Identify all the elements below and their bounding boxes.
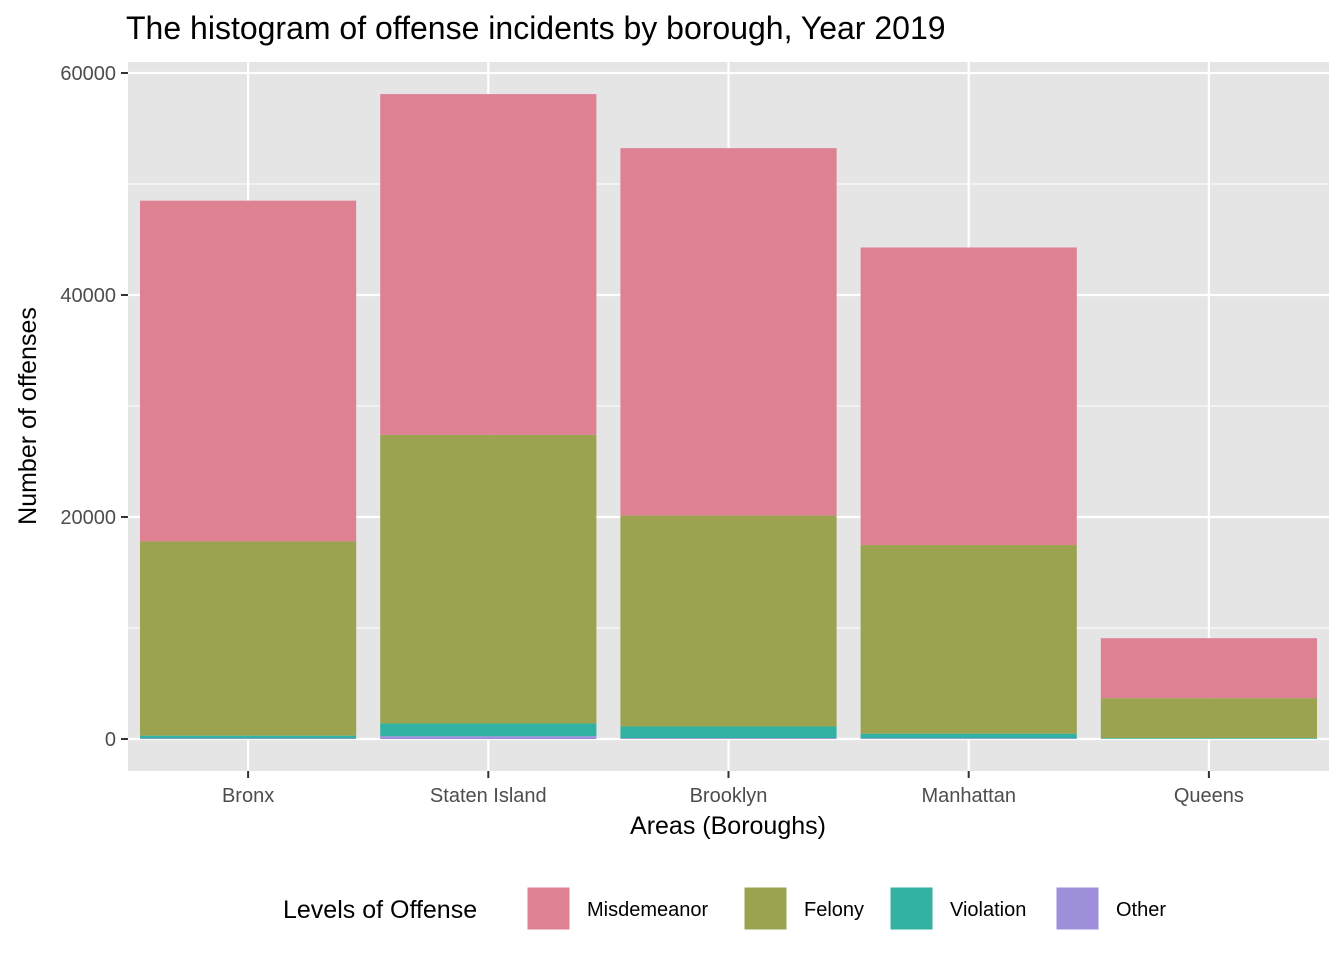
bar-other-bronx <box>140 738 357 739</box>
bar-felony-queens <box>1100 698 1317 739</box>
y-tick-label: 60000 <box>60 63 116 85</box>
bar-misdemeanor-staten-island <box>380 94 597 435</box>
bar-other-staten-island <box>380 736 597 739</box>
x-tick-label: Manhattan <box>921 785 1016 807</box>
legend-key-misdemeanor <box>526 886 571 931</box>
y-axis: 0 20000 40000 60000 <box>60 63 128 751</box>
y-tick-label: 40000 <box>60 285 116 307</box>
legend-key-felony <box>743 886 788 931</box>
bar-felony-bronx <box>140 541 357 736</box>
x-tick-label: Queens <box>1174 785 1244 807</box>
bar-misdemeanor-queens <box>1100 638 1317 699</box>
legend-key-violation <box>889 886 934 931</box>
legend-title: Levels of Offense <box>283 896 477 924</box>
legend-label-misdemeanor: Misdemeanor <box>587 899 709 921</box>
bars <box>140 94 1317 739</box>
chart-title: The histogram of offense incidents by bo… <box>126 10 946 46</box>
x-tick-label: Bronx <box>222 785 274 807</box>
bar-felony-brooklyn <box>620 515 837 727</box>
legend-label-violation: Violation <box>950 899 1026 921</box>
bar-felony-staten-island <box>380 434 597 724</box>
bar-other-manhattan <box>860 738 1077 739</box>
legend-label-other: Other <box>1116 899 1166 921</box>
y-tick-label: 20000 <box>60 507 116 529</box>
legend-key-other <box>1055 886 1100 931</box>
bar-violation-queens <box>1100 738 1317 739</box>
x-axis: Bronx Staten Island Brooklyn Manhattan Queen… <box>222 771 1244 807</box>
bar-violation-brooklyn <box>620 726 837 739</box>
bar-other-brooklyn <box>620 738 837 739</box>
y-axis-title: Number of offenses <box>14 307 42 525</box>
bar-felony-manhattan <box>860 544 1077 734</box>
x-tick-label: Brooklyn <box>690 785 768 807</box>
bar-misdemeanor-bronx <box>140 200 357 542</box>
bar-violation-staten-island <box>380 723 597 737</box>
bar-misdemeanor-manhattan <box>860 247 1077 545</box>
bar-violation-bronx <box>140 735 357 739</box>
x-axis-title: Areas (Boroughs) <box>630 812 826 840</box>
x-tick-label: Staten Island <box>430 785 547 807</box>
bar-violation-manhattan <box>860 733 1077 739</box>
bar-misdemeanor-brooklyn <box>620 148 837 516</box>
legend-label-felony: Felony <box>804 899 864 921</box>
legend: Levels of Offense Misdemeanor Felony Viola… <box>283 886 1166 931</box>
y-tick-label: 0 <box>105 729 116 751</box>
